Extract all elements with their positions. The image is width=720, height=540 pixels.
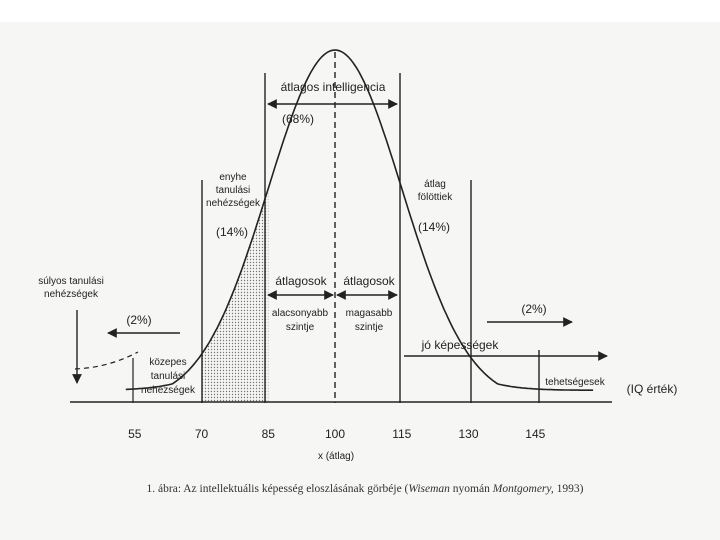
talented-label: tehetségesek (545, 377, 605, 388)
tick-label-145: 145 (525, 427, 545, 441)
moderate-line-2: tanulási (151, 371, 185, 382)
tick-label-130: 130 (458, 427, 478, 441)
iq-unit-label: (IQ érték) (627, 382, 678, 396)
right-tail-percent: (2%) (521, 302, 546, 316)
average-percent: (68%) (282, 112, 314, 126)
above-line-1: átlag (424, 179, 446, 190)
bell-curve (125, 49, 594, 391)
lower-average-title: átlagosok (275, 274, 327, 288)
tick-label-115: 115 (392, 427, 411, 441)
moderate-line-1: közepes (149, 357, 186, 368)
tick-label-70: 70 (195, 427, 209, 441)
good-abilities-label: jó képességek (421, 338, 500, 352)
caption-author-1: Wiseman (408, 483, 450, 495)
upper-average-line-2: szintje (355, 322, 384, 333)
tick-label-100: 100 (325, 427, 345, 441)
moderate-line-3: nehézségek (141, 385, 196, 396)
mild-percent: (14%) (216, 225, 248, 239)
x-axis-ticks: 55 70 85 100 115 130 145 (128, 427, 546, 441)
dashed-tail-curve (74, 351, 139, 370)
tick-label-85: 85 (262, 427, 276, 441)
tick-label-55: 55 (128, 427, 142, 441)
caption-middle: nyomán (450, 483, 493, 495)
mild-line-3: nehézségek (206, 198, 261, 209)
figure-caption: 1. ábra: Az intellektuális képesség elos… (147, 483, 584, 495)
severe-line-2: nehézségek (44, 289, 99, 300)
caption-author-2: Montgomery, (492, 483, 554, 495)
above-percent: (14%) (418, 220, 450, 234)
upper-average-title: átlagosok (343, 274, 395, 288)
upper-average-line-1: magasabb (346, 308, 393, 319)
mild-line-1: enyhe (219, 172, 247, 183)
caption-suffix: 1993) (554, 483, 584, 495)
mild-line-2: tanulási (216, 185, 250, 196)
lower-average-line-2: szintje (286, 322, 315, 333)
caption-prefix: 1. ábra: Az intellektuális képesség elos… (147, 483, 409, 495)
severe-percent: (2%) (126, 313, 151, 327)
lower-average-line-1: alacsonyabb (272, 308, 329, 319)
severe-line-1: súlyos tanulási (38, 276, 104, 287)
above-line-2: fölöttiek (418, 192, 453, 203)
average-title: átlagos intelligencia (281, 80, 386, 94)
x-mean-caption: x (átlag) (318, 451, 354, 462)
